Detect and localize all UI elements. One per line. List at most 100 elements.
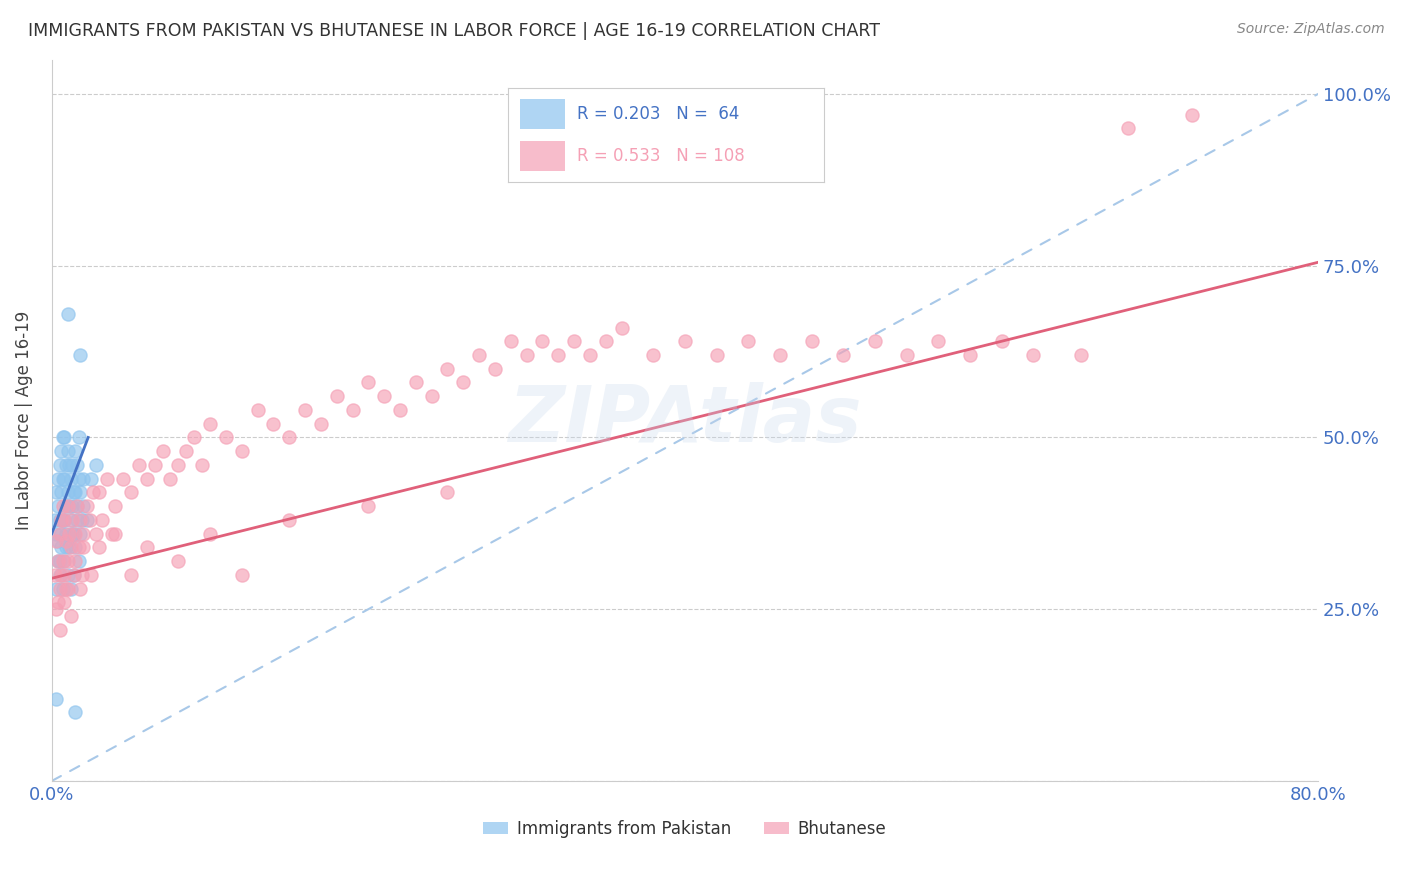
Point	[56, 582, 79, 596]
Point	[1070, 348, 1092, 362]
Point	[55, 526, 77, 541]
Point	[89, 485, 111, 500]
Point	[176, 444, 198, 458]
Point	[52, 472, 75, 486]
Point	[60, 499, 83, 513]
Point	[91, 513, 114, 527]
Point	[60, 458, 83, 472]
Point	[863, 334, 886, 349]
Point	[800, 334, 823, 349]
Point	[44, 513, 66, 527]
Point	[990, 334, 1012, 349]
Point	[120, 485, 142, 500]
Point	[51, 444, 73, 458]
Text: ZIPAtlas: ZIPAtlas	[508, 383, 862, 458]
Point	[436, 361, 458, 376]
Point	[231, 444, 253, 458]
Point	[44, 567, 66, 582]
Point	[72, 499, 94, 513]
Point	[104, 526, 127, 541]
Point	[45, 533, 67, 548]
Point	[499, 334, 522, 349]
Point	[80, 567, 103, 582]
Point	[67, 472, 90, 486]
Point	[55, 582, 77, 596]
Point	[706, 348, 728, 362]
Point	[48, 623, 70, 637]
Point	[67, 430, 90, 444]
Point	[70, 567, 93, 582]
Point	[65, 485, 87, 500]
Point	[63, 567, 86, 582]
Legend: Immigrants from Pakistan, Bhutanese: Immigrants from Pakistan, Bhutanese	[477, 814, 893, 845]
Point	[643, 348, 665, 362]
Point	[1180, 107, 1202, 121]
Point	[55, 541, 77, 555]
Point	[72, 526, 94, 541]
Point	[53, 554, 76, 568]
Point	[101, 526, 124, 541]
Point	[52, 499, 75, 513]
Point	[405, 376, 427, 390]
Point	[167, 554, 190, 568]
Point	[832, 348, 855, 362]
Point	[69, 513, 91, 527]
Point	[111, 472, 134, 486]
Point	[278, 430, 301, 444]
Point	[737, 334, 759, 349]
Point	[167, 458, 190, 472]
Point	[46, 554, 69, 568]
Point	[60, 513, 83, 527]
Point	[67, 541, 90, 555]
Point	[63, 485, 86, 500]
Point	[65, 706, 87, 720]
Point	[60, 526, 83, 541]
Point	[45, 582, 67, 596]
Point	[52, 554, 75, 568]
Y-axis label: In Labor Force | Age 16-19: In Labor Force | Age 16-19	[15, 310, 32, 530]
Point	[76, 499, 98, 513]
Point	[579, 348, 602, 362]
Point	[69, 582, 91, 596]
Point	[55, 533, 77, 548]
Point	[63, 567, 86, 582]
Point	[55, 458, 77, 472]
Point	[51, 541, 73, 555]
Point	[595, 334, 617, 349]
Text: IMMIGRANTS FROM PAKISTAN VS BHUTANESE IN LABOR FORCE | AGE 16-19 CORRELATION CHA: IMMIGRANTS FROM PAKISTAN VS BHUTANESE IN…	[28, 22, 880, 40]
Point	[420, 389, 443, 403]
Point	[53, 513, 76, 527]
Point	[896, 348, 918, 362]
Point	[1022, 348, 1045, 362]
Point	[143, 458, 166, 472]
Point	[531, 334, 554, 349]
Point	[48, 458, 70, 472]
Point	[56, 307, 79, 321]
Point	[89, 541, 111, 555]
Point	[72, 541, 94, 555]
Point	[56, 485, 79, 500]
Point	[246, 403, 269, 417]
Point	[120, 567, 142, 582]
Point	[51, 513, 73, 527]
Point	[484, 361, 506, 376]
Point	[66, 458, 89, 472]
Point	[65, 541, 87, 555]
Point	[51, 526, 73, 541]
Point	[278, 513, 301, 527]
Point	[294, 403, 316, 417]
Point	[104, 499, 127, 513]
Point	[69, 526, 91, 541]
Point	[48, 513, 70, 527]
Point	[72, 472, 94, 486]
Point	[51, 485, 73, 500]
Point	[76, 513, 98, 527]
Point	[357, 499, 380, 513]
Point	[46, 499, 69, 513]
Point	[56, 554, 79, 568]
Point	[66, 499, 89, 513]
Point	[79, 513, 101, 527]
Point	[59, 582, 82, 596]
Point	[388, 403, 411, 417]
Point	[453, 376, 475, 390]
